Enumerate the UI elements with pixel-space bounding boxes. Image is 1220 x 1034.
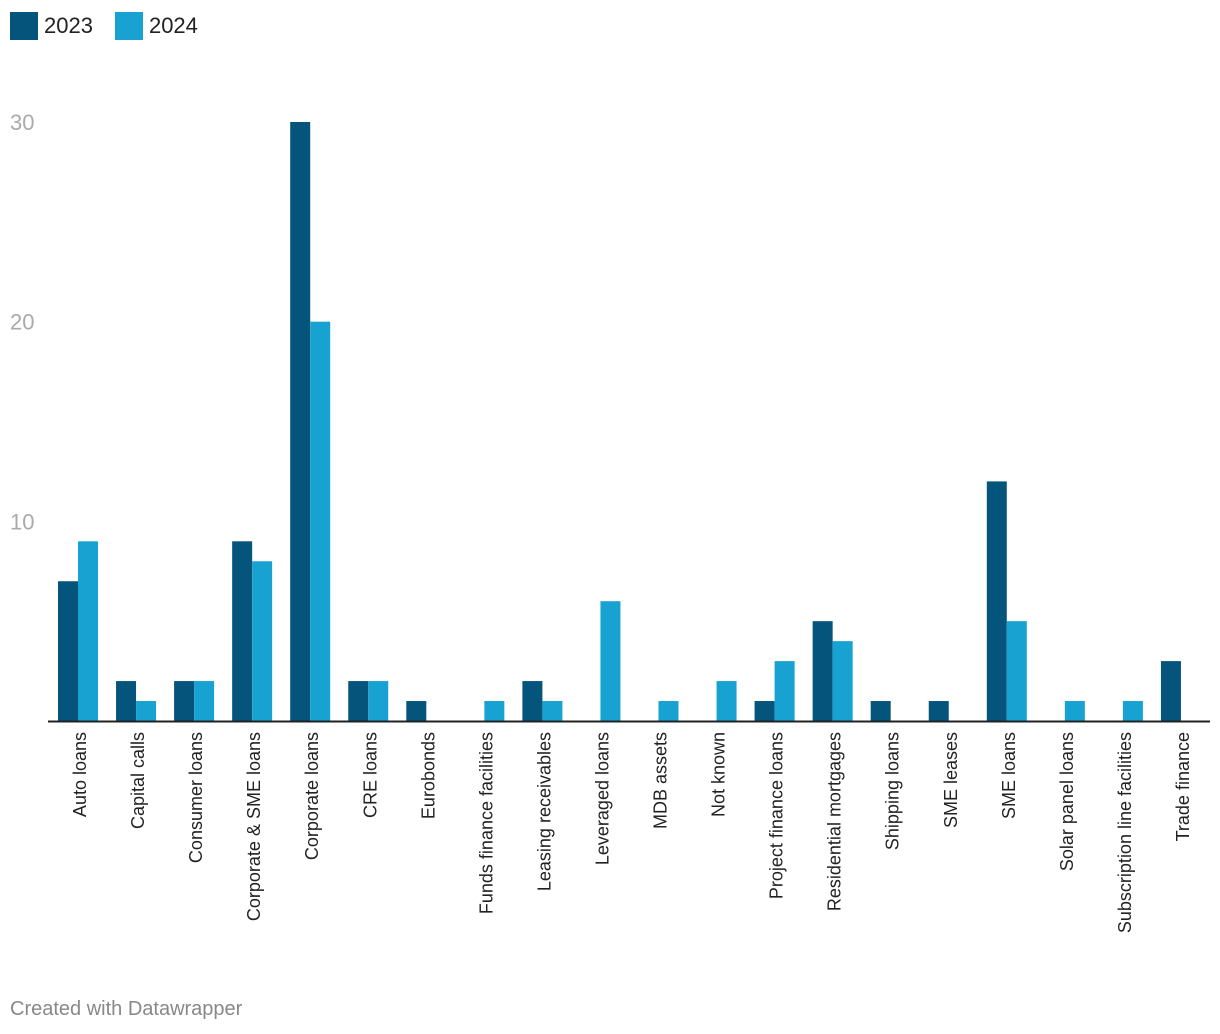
legend-item-2024: 2024 [114,12,198,40]
x-tick-label: Shipping loans [883,732,903,850]
x-tick-label: Funds finance facilities [476,732,496,914]
bar-2024 [716,681,737,721]
bar-2023 [1160,661,1181,721]
x-tick-label: Trade finance [1173,732,1193,841]
bar-2023 [754,701,775,721]
bar-2023 [870,701,891,721]
bar-2024 [832,641,853,721]
y-tick-label: 30 [10,110,34,135]
x-tick-label: Corporate & SME loans [244,732,264,921]
x-tick-label: Residential mortgages [825,732,845,911]
x-tick-label: Capital calls [128,732,148,829]
x-tick-label: Solar panel loans [1057,732,1077,871]
bar-2024 [658,701,679,721]
bar-2023 [406,701,427,721]
y-tick-label: 20 [10,310,34,335]
bar-2024 [78,541,98,721]
bar-2023 [174,681,195,721]
legend-swatch-2023 [10,12,38,40]
bar-2023 [58,581,78,721]
bar-2024 [542,701,563,721]
bar-2024 [310,321,331,721]
x-tick-label: MDB assets [651,732,671,829]
bar-2024 [484,701,505,721]
bar-2024 [252,561,273,721]
x-tick-label: Eurobonds [418,732,438,819]
x-tick-label: Corporate loans [302,732,322,860]
bar-2023 [348,681,369,721]
x-tick-label: Leasing receivables [534,732,554,891]
bar-2024 [1064,701,1085,721]
bar-2023 [116,681,137,721]
bar-2024 [368,681,389,721]
x-tick-label: Consumer loans [186,732,206,863]
bar-2023 [928,701,949,721]
bar-2024 [774,661,795,721]
x-tick-label: Subscription line facilities [1115,732,1135,933]
legend-label-2024: 2024 [148,13,198,38]
bar-2024 [136,701,157,721]
bar-2024 [1122,701,1143,721]
bar-2023 [232,541,253,721]
x-tick-label: Project finance loans [767,732,787,899]
legend: 2023 2024 [10,12,220,40]
legend-item-2023: 2023 [10,12,93,40]
bar-2023 [290,122,311,721]
legend-swatch-2024 [114,12,143,40]
bar-2023 [522,681,543,721]
x-tick-label: SME loans [999,732,1019,819]
bar-2023 [812,621,833,721]
x-tick-label: Leveraged loans [592,732,612,865]
x-tick-label: CRE loans [360,732,380,818]
footer-credit: Created with Datawrapper [10,998,243,1020]
x-tick-label: Auto loans [70,732,90,817]
x-tick-label: Not known [709,732,729,817]
bar-2024 [1006,621,1027,721]
bar-2024 [194,681,215,721]
y-tick-label: 10 [10,509,34,534]
legend-label-2023: 2023 [44,13,93,38]
bar-2024 [600,601,621,721]
bar-2023 [986,481,1007,721]
x-tick-label: SME leases [941,732,961,828]
